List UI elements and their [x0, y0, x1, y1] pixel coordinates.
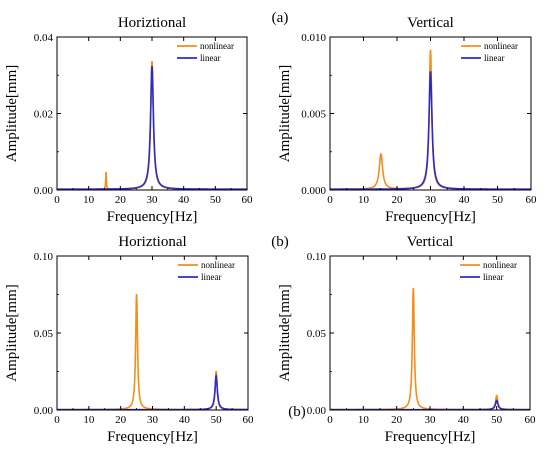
- x-tick-label: 60: [242, 194, 254, 206]
- legend-label-nonlinear: nonlinear: [201, 260, 235, 270]
- y-axis-label: Amplitude[mm]: [4, 65, 20, 163]
- series-line-linear: [330, 71, 531, 190]
- chart-title: Horiztional: [118, 234, 186, 250]
- x-axis-label: Frequency[Hz]: [107, 209, 198, 225]
- series-line-nonlinear: [330, 49, 531, 190]
- y-axis-label: Amplitude[mm]: [4, 284, 20, 382]
- x-tick-label: 10: [358, 194, 370, 206]
- series-line-nonlinear: [57, 293, 248, 410]
- series-line-linear: [57, 373, 248, 410]
- chart-panel-3: Horiztional 0 10 20 30 40 50 60 0.00 0.05 0.10 Freq…: [4, 234, 254, 445]
- series-line-nonlinear: [330, 287, 530, 410]
- y-tick-label: 0.00: [34, 405, 54, 417]
- x-tick-label: 0: [327, 414, 333, 426]
- chart-title: Horiztional: [118, 15, 186, 31]
- y-tick-label: 0.05: [34, 328, 54, 340]
- x-tick-label: 10: [83, 414, 95, 426]
- x-axis-label: Frequency[Hz]: [107, 429, 198, 445]
- x-tick-label: 0: [327, 194, 333, 206]
- x-tick-label: 50: [211, 414, 223, 426]
- legend-label-linear: linear: [483, 272, 504, 282]
- y-tick-label: 0.005: [301, 109, 326, 121]
- legend-label-linear: linear: [200, 53, 221, 63]
- row-a-label: (a): [272, 10, 289, 26]
- x-tick-label: 20: [115, 414, 127, 426]
- y-tick-label: 0.000: [301, 185, 326, 197]
- x-tick-label: 40: [178, 194, 190, 206]
- legend-label-linear: linear: [484, 53, 505, 63]
- y-tick-label: 0.010: [301, 32, 326, 44]
- y-tick-label: 0.00: [34, 185, 54, 197]
- x-tick-label: 60: [525, 414, 537, 426]
- x-axis-label: Frequency[Hz]: [385, 209, 476, 225]
- x-tick-label: 60: [526, 194, 538, 206]
- x-tick-label: 30: [147, 194, 159, 206]
- x-tick-label: 40: [179, 414, 191, 426]
- x-tick-label: 50: [210, 194, 222, 206]
- x-axis-label: Frequency[Hz]: [385, 429, 476, 445]
- chart-panel-1: Horiztional 0 10 20 30 40 50 60 0.00 0.02 0.04 Freq…: [4, 15, 253, 225]
- x-tick-label: 50: [492, 194, 504, 206]
- x-tick-label: 40: [459, 194, 471, 206]
- series-line-linear: [57, 65, 247, 190]
- chart-panel-2: Vertical 0 10 20 30 40 50 60 0.000 0.005 0.010 Freq…: [277, 15, 537, 225]
- x-tick-label: 60: [243, 414, 255, 426]
- x-tick-label: 10: [358, 414, 370, 426]
- row-b-label: (b): [271, 234, 289, 250]
- chart-title: Vertical: [407, 234, 454, 250]
- legend-label-nonlinear: nonlinear: [484, 41, 518, 51]
- y-axis-label: Amplitude[mm]: [277, 284, 293, 382]
- legend-label-linear: linear: [201, 272, 222, 282]
- x-tick-label: 40: [458, 414, 470, 426]
- x-tick-label: 30: [425, 194, 437, 206]
- y-tick-label: 0.04: [34, 32, 54, 44]
- x-tick-label: 0: [54, 194, 60, 206]
- chart-panels: Horiztional 0 10 20 30 40 50 60 0.00 0.02 0.04 Freq…: [4, 15, 537, 445]
- legend-label-nonlinear: nonlinear: [200, 41, 234, 51]
- y-axis-label: Amplitude[mm]: [277, 65, 293, 163]
- x-tick-label: 30: [425, 414, 437, 426]
- y-tick-label: 0.10: [34, 251, 54, 263]
- x-tick-label: 20: [392, 194, 404, 206]
- chart-title: Vertical: [407, 15, 454, 31]
- y-tick-label: 0.05: [307, 328, 327, 340]
- row-b-label-2: (b): [288, 404, 306, 420]
- y-tick-label: 0.02: [34, 109, 53, 121]
- x-tick-label: 20: [115, 194, 127, 206]
- legend-label-nonlinear: nonlinear: [483, 260, 517, 270]
- chart-panel-4: Vertical 0 10 20 30 40 50 60 0.00 0.05 0.10 Frequen…: [277, 234, 536, 445]
- y-tick-label: 0.10: [307, 251, 327, 263]
- x-tick-label: 10: [83, 194, 95, 206]
- x-tick-label: 30: [147, 414, 159, 426]
- x-tick-label: 50: [491, 414, 503, 426]
- x-tick-label: 0: [54, 414, 60, 426]
- y-tick-label: 0.00: [307, 405, 327, 417]
- x-tick-label: 20: [391, 414, 403, 426]
